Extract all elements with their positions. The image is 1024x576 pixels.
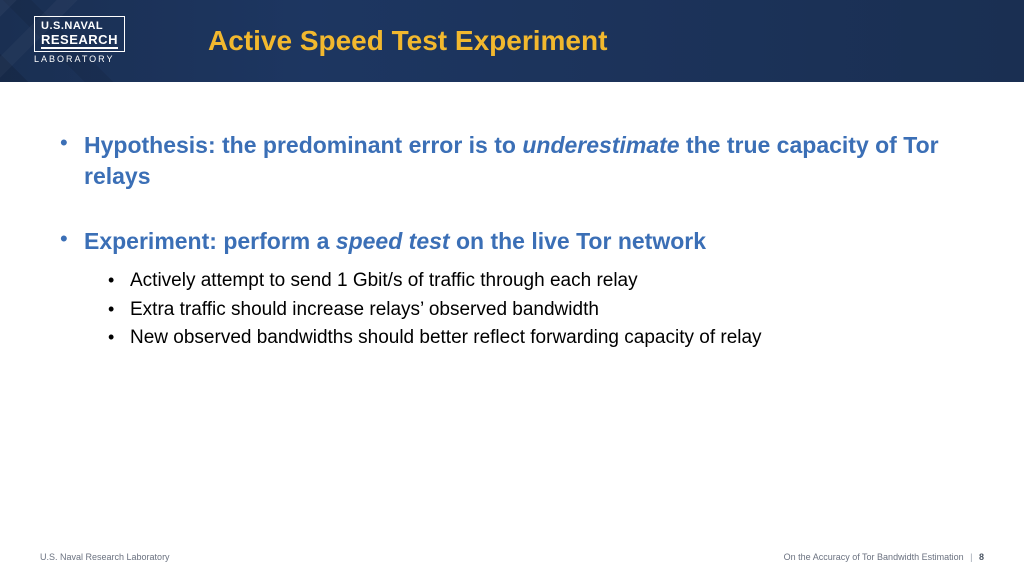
sub-bullet-item: Extra traffic should increase relays’ ob…: [108, 296, 964, 325]
lead-suffix: on the live Tor network: [450, 228, 706, 254]
lead-em: speed test: [336, 228, 450, 254]
logo-line-1: U.S.NAVAL: [41, 21, 118, 33]
footer-left: U.S. Naval Research Laboratory: [40, 552, 170, 562]
slide-title: Active Speed Test Experiment: [208, 25, 607, 57]
lead-prefix: Hypothesis: the predominant error is to: [84, 132, 522, 158]
lead-em: underestimate: [522, 132, 679, 158]
bullet-lead: Experiment: perform a speed test on the …: [84, 226, 964, 257]
logo-line-2: RESEARCH: [41, 33, 118, 50]
sub-bullet-list: Actively attempt to send 1 Gbit/s of tra…: [84, 267, 964, 353]
footer-title: On the Accuracy of Tor Bandwidth Estimat…: [784, 552, 964, 562]
page-number: 8: [979, 552, 984, 562]
footer-separator: |: [970, 552, 972, 562]
footer-right: On the Accuracy of Tor Bandwidth Estimat…: [784, 552, 984, 562]
logo-subtext: LABORATORY: [34, 54, 130, 64]
lead-prefix: Experiment: perform a: [84, 228, 336, 254]
bullet-item: Hypothesis: the predominant error is to …: [60, 130, 964, 192]
bullet-lead: Hypothesis: the predominant error is to …: [84, 130, 964, 192]
sub-bullet-item: New observed bandwidths should better re…: [108, 324, 964, 353]
bullet-item: Experiment: perform a speed test on the …: [60, 226, 964, 353]
slide-header: U.S.NAVAL RESEARCH LABORATORY Active Spe…: [0, 0, 1024, 82]
slide-footer: U.S. Naval Research Laboratory On the Ac…: [0, 552, 1024, 562]
slide-body: Hypothesis: the predominant error is to …: [0, 82, 1024, 576]
bullet-list: Hypothesis: the predominant error is to …: [60, 130, 964, 353]
slide: U.S.NAVAL RESEARCH LABORATORY Active Spe…: [0, 0, 1024, 576]
logo-box: U.S.NAVAL RESEARCH: [34, 16, 125, 52]
sub-bullet-item: Actively attempt to send 1 Gbit/s of tra…: [108, 267, 964, 296]
org-logo: U.S.NAVAL RESEARCH LABORATORY: [34, 16, 130, 68]
